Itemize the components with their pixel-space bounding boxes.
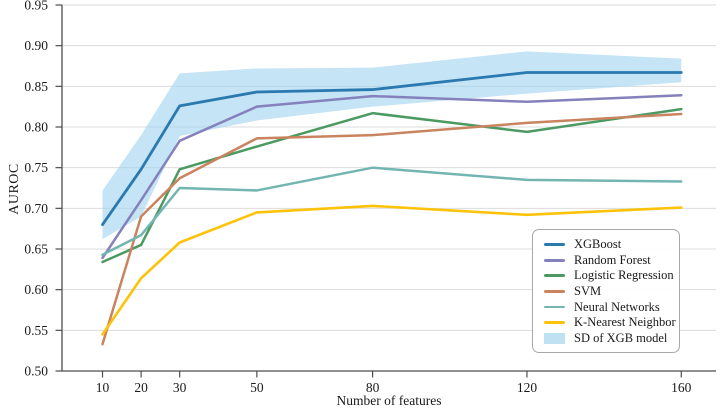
x-tick-label: 30	[173, 380, 187, 395]
x-tick-label: 20	[134, 380, 148, 395]
legend-item-sd-of-xgb-model: SD of XGB model	[544, 331, 669, 346]
series-line-logistic-regression	[101, 107, 683, 264]
legend-label: XGBoost	[574, 237, 622, 251]
legend-line-swatch	[544, 258, 565, 262]
y-tick-label: 0.95	[24, 0, 48, 13]
y-tick-label: 0.70	[24, 201, 48, 216]
legend-line-swatch	[544, 290, 565, 293]
legend-line-swatch	[544, 305, 565, 309]
sd-band	[102, 51, 682, 240]
legend-label: SVM	[574, 283, 602, 298]
legend-item-random-forest: Random Forest	[544, 253, 669, 268]
legend-item-svm: SVM	[544, 284, 669, 299]
y-tick-label: 0.90	[24, 38, 48, 53]
y-axis-label: AUROC	[7, 163, 22, 215]
x-tick-label: 10	[96, 380, 110, 395]
y-tick-label: 0.80	[24, 120, 48, 135]
legend-label: Logistic Regression	[574, 268, 674, 283]
legend-label: Random Forest	[574, 252, 651, 267]
legend-label: SD of XGB model	[574, 330, 668, 345]
legend: XGBoost Random Forest Logistic Regression S…	[532, 229, 680, 353]
series-line-k-nearest-neighbor	[101, 204, 683, 336]
legend-label: K-Nearest Neighbor	[574, 315, 676, 330]
legend-item-neural-networks: Neural Networks	[544, 300, 669, 315]
x-axis-label: Number of features	[336, 393, 442, 408]
series-line-random-forest	[101, 94, 683, 260]
legend-item-logistic-regression: Logistic Regression	[544, 268, 674, 283]
x-tick-label: 120	[517, 380, 538, 395]
legend-line-swatch	[544, 274, 565, 278]
x-tick-label: 160	[671, 380, 692, 395]
y-tick-label: 0.65	[24, 242, 48, 257]
legend-line-swatch	[544, 321, 565, 325]
y-tick-label: 0.55	[24, 323, 48, 338]
legend-line-swatch	[544, 243, 565, 246]
x-tick-label: 50	[250, 380, 264, 395]
legend-item-xgboost: XGBoost	[544, 237, 669, 252]
legend-patch-swatch	[544, 332, 565, 344]
x-tick-label: 80	[366, 380, 380, 395]
legend-label: Neural Networks	[574, 299, 660, 314]
y-tick-label: 0.50	[24, 364, 48, 379]
y-tick-label: 0.75	[24, 160, 48, 175]
series-line-xgboost	[101, 71, 683, 227]
legend-item-k-nearest-neighbor: K-Nearest Neighbor	[544, 315, 676, 330]
series-line-neural-networks	[101, 166, 683, 256]
y-tick-label: 0.85	[24, 79, 48, 94]
y-tick-label: 0.60	[24, 282, 48, 297]
series-line-svm	[101, 112, 683, 346]
